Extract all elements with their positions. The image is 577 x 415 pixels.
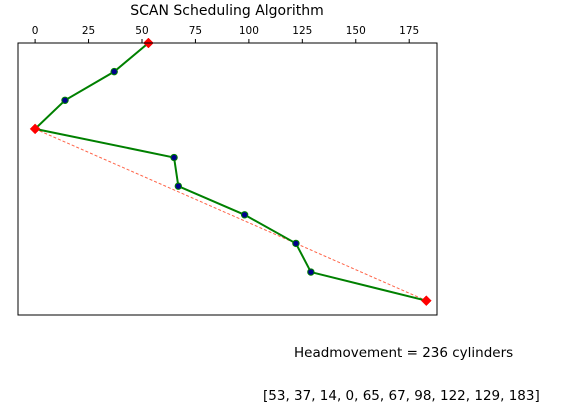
plot-lines [33,42,427,302]
endpoint-marker-0 [29,123,41,135]
x-tick-label-25: 25 [82,25,95,37]
data-point-marker-98 [240,211,249,219]
head-path-line [33,42,427,302]
dashed-reference-line [34,128,427,302]
x-tick-label-175: 175 [399,25,419,37]
data-point-marker-122 [292,239,300,248]
x-tick-label-150: 150 [346,25,366,37]
data-point-marker-129 [307,268,315,276]
x-axis-ticks: 0 25 50 75 100 125 150 175 [32,25,419,43]
x-tick-label-0: 0 [32,25,39,37]
x-tick-label-50: 50 [135,25,148,37]
x-tick-label-125: 125 [292,25,312,37]
data-point-marker-14 [61,96,69,104]
chart-title: SCAN Scheduling Algorithm [130,3,324,19]
sequence-caption: [53, 37, 14, 0, 65, 67, 98, 122, 129, 18… [263,388,540,404]
headmovement-caption: Headmovement = 236 cylinders [294,345,514,361]
plot-frame [17,42,438,316]
x-tick-label-100: 100 [239,25,259,37]
data-point-marker-65 [170,153,178,162]
data-point-marker-67 [174,182,183,190]
data-point-marker-37 [110,67,118,76]
plot-markers [29,37,432,307]
x-tick-label-75: 75 [189,25,202,37]
endpoint-marker-183 [420,295,432,307]
scan-chart: SCAN Scheduling Algorithm 0 25 50 75 100 125 1… [17,3,438,316]
